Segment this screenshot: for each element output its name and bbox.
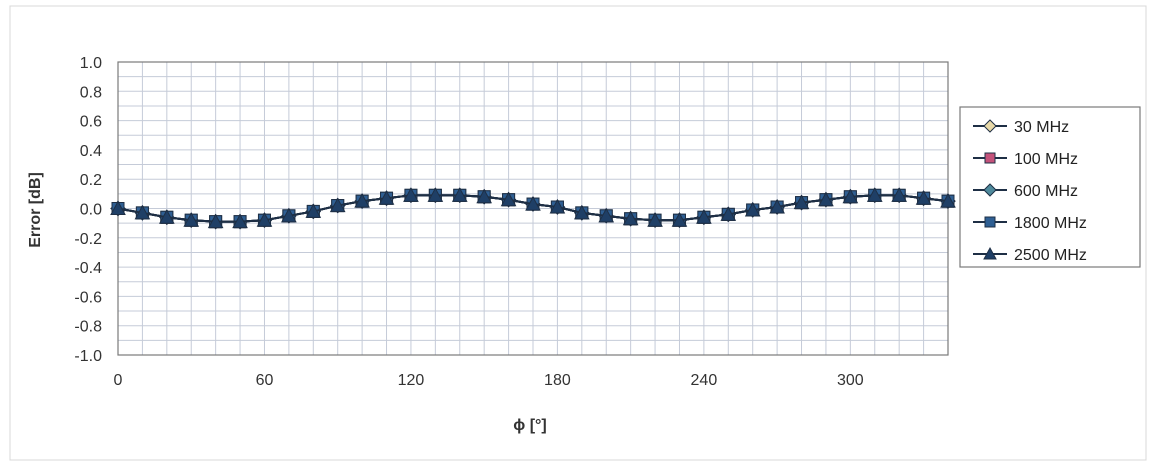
y-tick-label: -0.8 <box>74 319 102 336</box>
data-point <box>403 187 419 202</box>
y-tick-label: 0.8 <box>80 84 102 101</box>
legend-item: 600 MHz <box>973 183 1078 200</box>
x-tick-label: 180 <box>544 372 571 389</box>
legend-item: 1800 MHz <box>973 215 1087 232</box>
data-point <box>622 210 639 226</box>
legend-label: 2500 MHz <box>1014 247 1087 264</box>
data-point <box>427 187 444 202</box>
y-tick-label: -0.2 <box>74 231 102 248</box>
legend-items: 30 MHz 100 MHz 600 MHz 1800 MHz 2500 MHz <box>973 119 1087 264</box>
chart-frame <box>9 5 1147 461</box>
data-point <box>573 204 590 220</box>
legend-marker <box>984 216 996 228</box>
data-point <box>915 190 932 205</box>
data-point <box>598 207 615 223</box>
data-point <box>256 212 273 227</box>
y-tick-label: -0.4 <box>74 260 102 277</box>
data-point <box>525 196 541 211</box>
data-point <box>476 188 493 204</box>
legend: 30 MHz 100 MHz 600 MHz 1800 MHz 2500 MHz <box>959 106 1141 268</box>
data-point <box>281 207 297 223</box>
series-2500-mhz <box>110 187 956 229</box>
legend-label: 30 MHz <box>1014 119 1069 136</box>
data-point <box>305 203 322 218</box>
x-axis-title: ϕ [°] <box>513 417 547 434</box>
y-tick-label: 0.4 <box>80 143 102 160</box>
data-point <box>940 193 956 208</box>
y-axis-title: Error [dB] <box>27 172 44 248</box>
legend-marker <box>983 246 997 260</box>
legend-label: 100 MHz <box>1014 151 1078 168</box>
y-tick-label: 1.0 <box>80 55 102 72</box>
data-point <box>769 198 785 214</box>
x-tick-label: 240 <box>691 372 718 389</box>
y-tick-label: 0.2 <box>80 172 102 189</box>
data-point <box>549 198 566 214</box>
y-tick-label: -0.6 <box>74 289 102 306</box>
data-point <box>891 187 908 202</box>
data-point <box>500 191 517 207</box>
legend-item: 100 MHz <box>973 151 1078 168</box>
data-point <box>671 212 688 227</box>
x-tick-labels: 0 60 120 180 240 300 <box>114 372 864 389</box>
data-point <box>720 206 737 221</box>
data-point <box>842 188 859 204</box>
data-point <box>818 191 834 207</box>
data-point <box>207 213 224 229</box>
data-point <box>647 212 663 227</box>
x-tick-label: 60 <box>256 372 274 389</box>
x-tick-label: 120 <box>398 372 425 389</box>
y-tick-labels: 1.0 0.8 0.6 0.4 0.2 0.0 -0.2 -0.4 -0.6 -0.8 -1.0 <box>74 55 102 365</box>
legend-marker <box>983 119 997 133</box>
data-point <box>451 187 468 202</box>
data-point <box>866 187 883 202</box>
y-tick-label: 0.0 <box>80 202 102 219</box>
data-point <box>378 190 395 205</box>
data-point <box>134 204 151 220</box>
legend-marker <box>984 152 996 164</box>
y-tick-label: 0.6 <box>80 114 102 131</box>
legend-item: 30 MHz <box>973 119 1069 136</box>
legend-label: 1800 MHz <box>1014 215 1087 232</box>
data-point <box>793 194 810 210</box>
x-tick-label: 300 <box>837 372 864 389</box>
legend-label: 600 MHz <box>1014 183 1078 200</box>
data-point <box>696 209 712 224</box>
legend-item: 2500 MHz <box>973 246 1087 264</box>
data-point <box>329 197 346 213</box>
data-point <box>158 209 175 224</box>
data-point <box>183 212 200 227</box>
data-point <box>744 201 761 217</box>
x-tick-label: 0 <box>114 372 123 389</box>
data-point <box>232 213 248 229</box>
data-point <box>354 193 370 208</box>
data-point <box>110 200 126 215</box>
data-series <box>110 187 956 230</box>
legend-marker <box>983 183 997 197</box>
y-tick-label: -1.0 <box>74 348 102 365</box>
